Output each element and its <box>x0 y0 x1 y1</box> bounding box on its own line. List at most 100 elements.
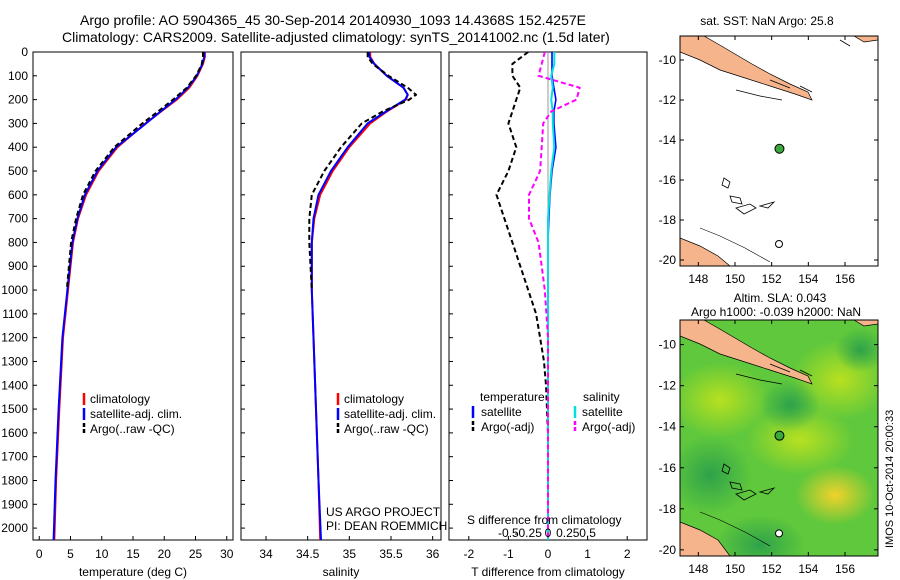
lat-tick-label: -20 <box>659 543 677 557</box>
australia-land <box>680 521 731 556</box>
depth-tick-label: 1400 <box>1 378 28 392</box>
series-line-satellite-adj-clim <box>52 52 206 541</box>
lon-tick-label: 152 <box>762 272 782 286</box>
x-tick-label: 10 <box>95 547 109 561</box>
legend-satellite-label: satellite-adj. clim. <box>344 407 436 421</box>
depth-tick-label: 1600 <box>1 426 28 440</box>
x-tick-label: 5 <box>67 547 74 561</box>
island-land <box>853 320 878 327</box>
legend-climatology-label: climatology <box>344 392 404 406</box>
x-tick-label: 2 <box>624 547 631 561</box>
reef-contour <box>699 227 771 263</box>
x-tick-label: 0 <box>545 547 552 561</box>
salinity-xlabel: salinity <box>323 565 360 579</box>
difference-xlabel: T difference from climatology <box>471 565 625 579</box>
australia-land <box>680 237 731 266</box>
legend-salinity-title: salinity <box>583 390 620 404</box>
temperature-xlabel: temperature (deg C) <box>79 565 187 579</box>
sla-map-frame <box>679 319 879 557</box>
islands-outline <box>735 39 851 101</box>
series-line-salinity-argo-adj <box>528 51 581 540</box>
lon-tick-label: 154 <box>798 562 818 576</box>
island-land <box>853 36 878 43</box>
series-line-argo-raw-qc <box>65 52 204 291</box>
x-tick-label: 30 <box>220 547 234 561</box>
x-tick-label: 35 <box>343 547 357 561</box>
argo-position-marker <box>774 430 785 441</box>
temperature-legend: climatology satellite-adj. clim. Argo(..… <box>82 392 182 436</box>
sst-map-land <box>680 36 878 266</box>
lon-tick-label: 150 <box>725 562 745 576</box>
legend-temperature-title: temperature <box>480 390 545 404</box>
depth-tick-label: 900 <box>8 259 28 273</box>
reef-contour <box>699 511 771 547</box>
legend-climatology-label: climatology <box>90 392 150 406</box>
lat-tick-label: -20 <box>659 253 677 267</box>
lat-tick-label: -12 <box>659 93 677 107</box>
lon-tick-label: 156 <box>835 562 855 576</box>
legend-argo-label: Argo(..raw -QC) <box>90 422 175 436</box>
lat-tick-label: -16 <box>659 461 677 475</box>
difference-legend: temperature salinity satellite Argo(-adj… <box>471 390 635 434</box>
lat-tick-label: -18 <box>659 502 677 516</box>
x-tick-label: 34 <box>259 547 273 561</box>
depth-tick-label: 1100 <box>2 307 28 321</box>
s-diff-tick-label: 0 <box>545 526 552 540</box>
s-diff-tick-label: 0.25 <box>556 526 580 540</box>
argo-position-marker <box>774 143 785 154</box>
lon-tick-label: 148 <box>688 272 708 286</box>
s-difference-title: S difference from climatology <box>467 513 622 527</box>
credit-line1: US ARGO PROJECT <box>326 505 441 519</box>
depth-tick-label: 1000 <box>1 283 28 297</box>
temperature-plot-frame <box>32 51 234 541</box>
depth-tick-label: 1300 <box>1 354 28 368</box>
lat-tick-label: -12 <box>659 379 677 393</box>
temperature-panel: 0100200300400500600700800900100011001200… <box>1 45 233 579</box>
series-line-satellite-adj-clim <box>310 52 409 541</box>
legend-sal-argo-label: Argo(-adj) <box>582 420 635 434</box>
lon-tick-label: 152 <box>762 562 782 576</box>
x-tick-label: 15 <box>126 547 140 561</box>
sst-map: sat. SST: NaN Argo: 25.8 148 150 152 154 156… <box>659 14 879 286</box>
depth-tick-label: 1900 <box>1 497 28 511</box>
depth-tick-label: 200 <box>8 93 28 107</box>
salinity-plot-frame <box>240 51 442 541</box>
lat-tick-label: -10 <box>659 338 677 352</box>
sst-map-frame <box>679 35 879 267</box>
depth-tick-label: 2000 <box>1 521 28 535</box>
x-tick-label: 25 <box>189 547 203 561</box>
depth-tick-label: 500 <box>8 164 28 178</box>
sst-map-title: sat. SST: NaN Argo: 25.8 <box>700 14 834 28</box>
depth-tick-label: 700 <box>8 212 28 226</box>
s-diff-tick-label: -0.25 <box>515 526 543 540</box>
x-tick-label: 34.5 <box>296 547 320 561</box>
islands-outline <box>735 363 813 385</box>
x-tick-label: 1 <box>584 547 591 561</box>
secondary-position-marker <box>775 240 783 248</box>
salinity-panel: 34 34.5 35 35.5 36 climatology satellite-adj… <box>240 51 447 579</box>
imos-timestamp: IMOS 10-Oct-2014 20:00:33 <box>884 410 896 548</box>
depth-tick-label: 1700 <box>1 450 28 464</box>
x-tick-label: 36 <box>426 547 440 561</box>
lat-tick-label: -14 <box>659 420 677 434</box>
x-tick-label: 20 <box>158 547 172 561</box>
depth-tick-label: 1500 <box>1 402 28 416</box>
depth-tick-label: 1800 <box>1 473 28 487</box>
x-tick-label: 35.5 <box>379 547 403 561</box>
legend-temp-argo-label: Argo(-adj) <box>481 420 534 434</box>
lon-tick-label: 156 <box>835 272 855 286</box>
sla-map-title-line1: Altim. SLA: 0.043 <box>734 291 827 305</box>
secondary-position-marker <box>775 529 783 538</box>
x-tick-label: 0 <box>36 547 43 561</box>
sla-map: Altim. SLA: 0.043 Argo h1000: -0.039 h20… <box>659 291 879 576</box>
depth-tick-label: 100 <box>8 69 28 83</box>
depth-tick-label: 400 <box>8 140 28 154</box>
figure-title-line2: Climatology: CARS2009. Satellite-adjuste… <box>62 29 610 45</box>
lat-tick-label: -16 <box>659 173 677 187</box>
lon-tick-label: 148 <box>688 562 708 576</box>
x-tick-label: -2 <box>463 547 474 561</box>
series-line-climatology <box>53 52 206 541</box>
lat-tick-label: -14 <box>659 133 677 147</box>
series-line-argo-raw-qc <box>308 52 417 291</box>
salinity-legend: climatology satellite-adj. clim. Argo(..… <box>336 392 436 436</box>
